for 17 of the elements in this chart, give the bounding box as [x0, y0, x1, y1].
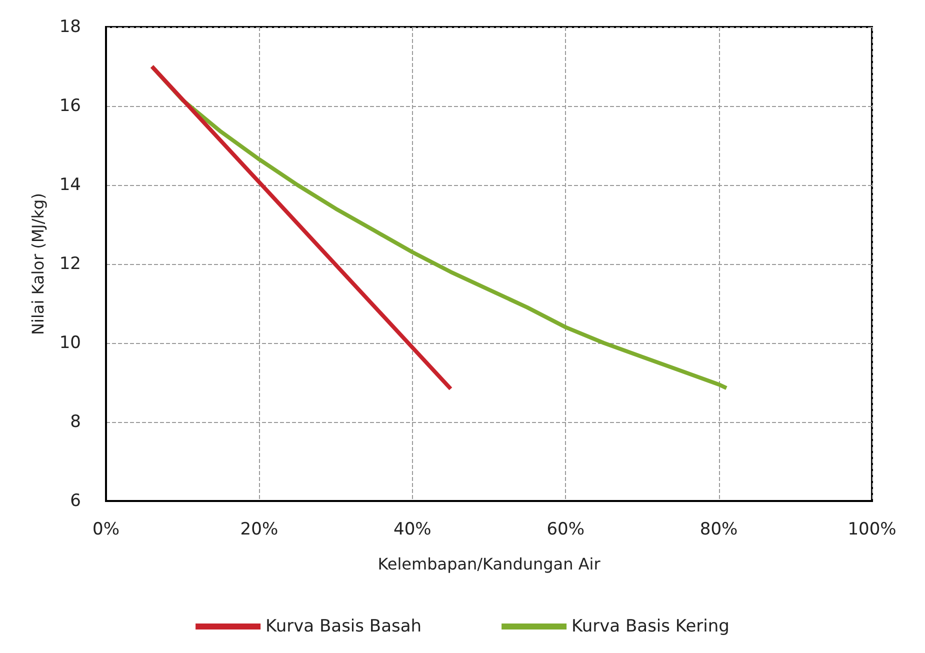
y-tick-label: 12 — [59, 254, 81, 274]
y-tick-label: 6 — [70, 491, 81, 511]
x-tick-label: 20% — [240, 520, 278, 540]
y-tick-label: 18 — [59, 17, 81, 37]
x-tick-label: 80% — [700, 520, 738, 540]
x-tick-label: 40% — [394, 520, 432, 540]
y-axis-title: Nilai Kalor (MJ/kg) — [28, 193, 48, 335]
x-tick-label: 100% — [848, 520, 896, 540]
y-tick-label: 14 — [59, 175, 81, 195]
legend-label: Kurva Basis Basah — [266, 616, 422, 636]
y-tick-label: 16 — [59, 96, 81, 116]
y-tick-label: 8 — [70, 412, 81, 432]
x-tick-label: 60% — [546, 520, 584, 540]
y-tick-label: 10 — [59, 333, 81, 353]
x-axis-title: Kelembapan/Kandungan Air — [378, 554, 601, 574]
x-tick-label: 0% — [92, 520, 120, 540]
legend-label: Kurva Basis Kering — [572, 616, 730, 636]
